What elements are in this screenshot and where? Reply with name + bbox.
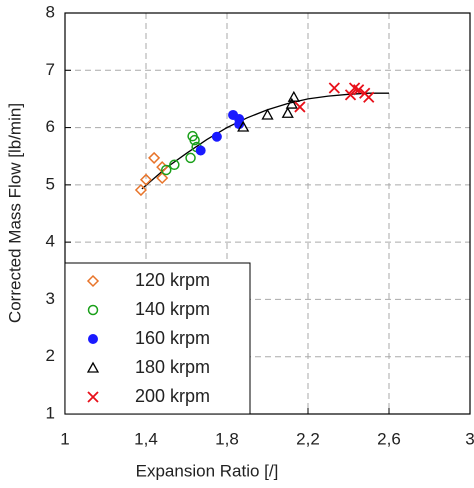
- y-tick-label: 3: [46, 289, 55, 308]
- marker: [294, 101, 306, 113]
- x-tick-label: 2,6: [377, 429, 401, 448]
- x-tick-label: 3: [465, 429, 474, 448]
- y-tick-label: 2: [46, 346, 55, 365]
- marker: [156, 171, 169, 185]
- marker: [237, 120, 250, 132]
- marker: [169, 159, 180, 171]
- y-tick-label: 1: [46, 403, 55, 422]
- legend-label: 160 krpm: [135, 328, 210, 348]
- marker: [281, 106, 294, 118]
- legend-label: 140 krpm: [135, 299, 210, 319]
- legend-label: 180 krpm: [135, 357, 210, 377]
- marker: [195, 145, 206, 156]
- legend-marker: [87, 304, 99, 316]
- marker: [185, 152, 196, 164]
- marker: [161, 164, 172, 176]
- legend-marker: [86, 274, 100, 288]
- marker: [211, 131, 222, 142]
- fit-curve: [141, 92, 389, 190]
- marker: [328, 82, 340, 94]
- x-tick-label: 1: [60, 429, 69, 448]
- marker: [148, 151, 161, 164]
- marker: [287, 90, 300, 102]
- legend-marker: [86, 361, 100, 373]
- y-axis-title: Corrected Mass Flow [lb/min]: [5, 103, 24, 323]
- x-tick-label: 1,4: [134, 429, 158, 448]
- x-tick-label: 2,2: [296, 429, 320, 448]
- x-tick-label: 1,8: [215, 429, 239, 448]
- y-tick-label: 5: [46, 174, 55, 193]
- y-tick-label: 4: [46, 232, 55, 251]
- legend-marker: [88, 334, 98, 344]
- plot-frame: [64, 12, 471, 415]
- marker: [285, 97, 298, 109]
- y-tick-label: 8: [46, 2, 55, 21]
- y-tick-label: 7: [46, 60, 55, 79]
- marker: [134, 183, 147, 197]
- y-tick-label: 6: [46, 117, 55, 136]
- marker: [363, 91, 375, 103]
- marker: [189, 134, 200, 146]
- legend-marker: [87, 391, 99, 403]
- marker: [352, 84, 365, 96]
- marker: [261, 108, 274, 120]
- x-axis-title: Expansion Ratio [/]: [136, 461, 279, 480]
- marker: [344, 89, 357, 101]
- legend-label: 200 krpm: [135, 386, 210, 406]
- legend-label: 120 krpm: [135, 270, 210, 290]
- marker: [139, 173, 153, 186]
